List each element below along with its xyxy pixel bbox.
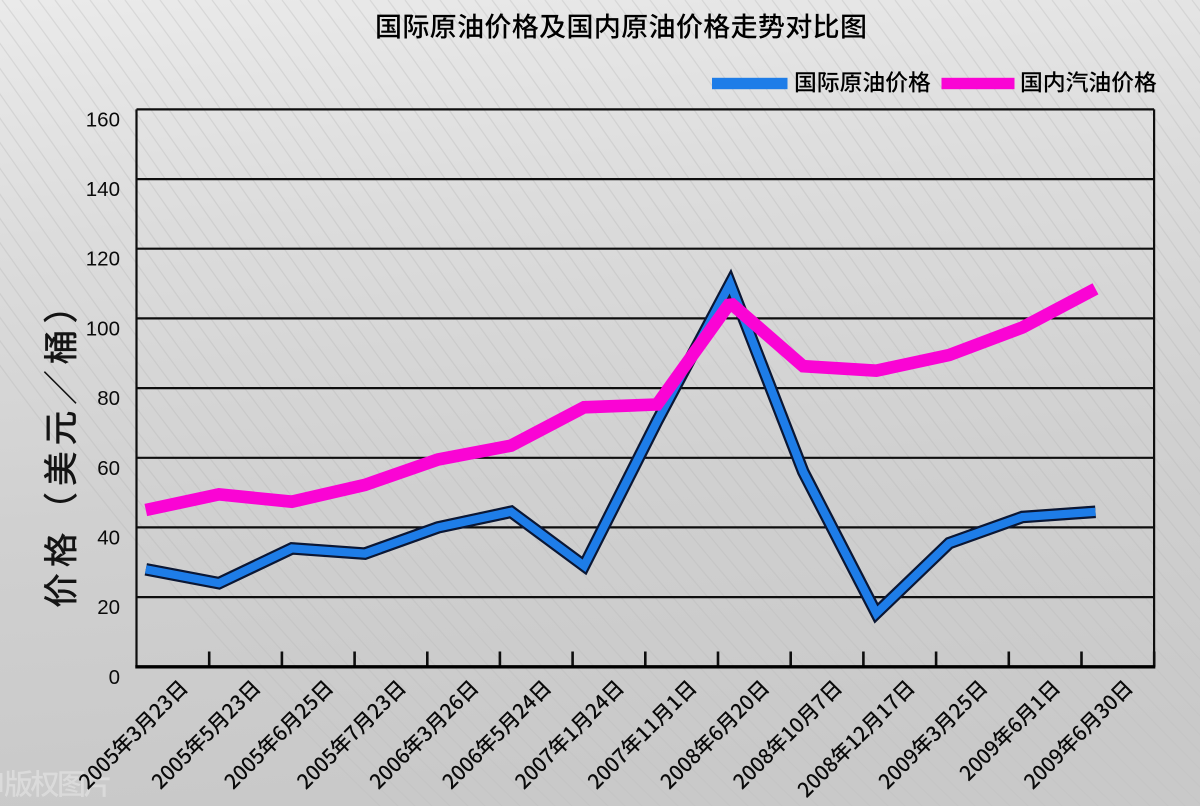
svg-text:80: 80 [97,387,120,410]
svg-text:120: 120 [86,248,120,271]
svg-text:20: 20 [97,596,120,619]
svg-text:100: 100 [86,317,120,340]
svg-text:60: 60 [97,457,120,480]
svg-text:0: 0 [109,666,120,689]
svg-text:140: 140 [86,178,120,201]
svg-text:40: 40 [97,526,120,549]
svg-text:160: 160 [86,108,120,131]
